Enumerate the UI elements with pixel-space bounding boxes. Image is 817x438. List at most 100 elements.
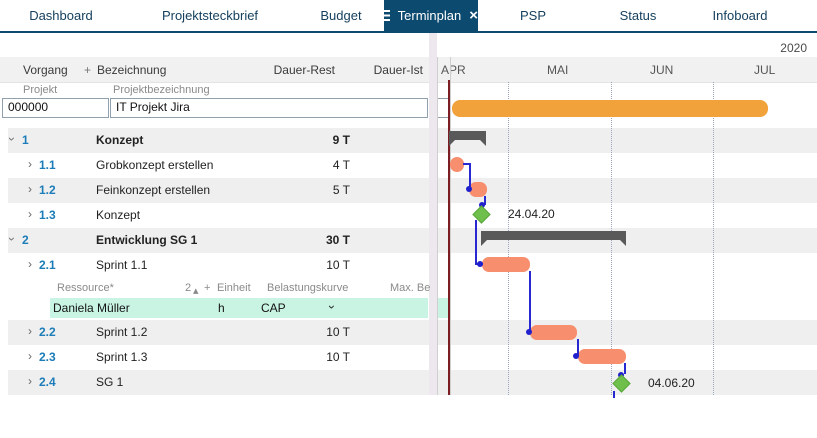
expand-chevron-icon[interactable]: ›: [28, 324, 32, 338]
task-bar-sprint-1-3[interactable]: [578, 349, 626, 364]
tab-dashboard[interactable]: Dashboard: [0, 0, 122, 31]
dauer-ist-header[interactable]: Dauer-Ist: [373, 63, 423, 77]
task-name: Sprint 1.3: [96, 350, 148, 364]
task-id: 1: [22, 133, 29, 147]
task-name: Konzept: [96, 208, 141, 222]
link-line: [529, 271, 531, 332]
summary-bar-konzept[interactable]: [449, 131, 486, 146]
link-line: [484, 196, 486, 205]
max-belastung-header[interactable]: Max. Be: [390, 282, 431, 294]
resource-sort-indicator[interactable]: 2: [185, 282, 192, 294]
projekt-number-input[interactable]: 000000: [2, 98, 109, 118]
expand-chevron-icon[interactable]: ›: [28, 257, 32, 271]
tab-projektsteckbrief[interactable]: Projektsteckbrief: [122, 0, 298, 31]
resource-add-button[interactable]: +: [204, 282, 211, 294]
resource-header-row: Ressource* 2 ▴ + Einheit Belastungskurve…: [8, 278, 817, 298]
task-name: SG 1: [96, 375, 124, 389]
expand-chevron-icon[interactable]: ›: [28, 374, 32, 388]
tab-psp[interactable]: PSP: [478, 0, 588, 31]
task-id: 1.3: [39, 208, 56, 222]
einheit-header[interactable]: Einheit: [217, 282, 251, 294]
task-row-2[interactable]: › 2 Entwicklung SG 1 30 T: [5, 228, 817, 253]
spacer-column: [437, 57, 451, 395]
task-duration-rest: 4 T: [332, 158, 350, 172]
task-bar-grobkonzept[interactable]: [450, 157, 464, 172]
link-dot: [466, 186, 472, 192]
task-row-1[interactable]: › 1 Konzept 9 T: [5, 128, 817, 153]
tab-status[interactable]: Status: [588, 0, 688, 31]
month-label-mai: MAI: [547, 63, 569, 77]
task-id: 2: [22, 233, 29, 247]
month-label-apr: APR: [441, 63, 466, 77]
column-header-band: [0, 57, 817, 83]
collapse-chevron-icon[interactable]: ›: [5, 137, 19, 141]
tab-label: PSP: [519, 8, 546, 23]
splitter-scrollbar[interactable]: [429, 33, 437, 395]
collapse-chevron-icon[interactable]: ›: [5, 237, 19, 241]
sort-asc-icon: ▴: [193, 285, 199, 297]
projekt-name-input[interactable]: IT Projekt Jira: [110, 98, 428, 118]
tab-label: Status: [619, 8, 657, 23]
month-label-jun: JUN: [650, 63, 674, 77]
task-row-1-2[interactable]: › 1.2 Feinkonzept erstellen 5 T: [8, 178, 817, 203]
tab-terminplan[interactable]: Terminplan ×: [384, 0, 478, 31]
task-name: Sprint 1.2: [96, 325, 148, 339]
load-curve-dropdown-icon[interactable]: ›: [325, 305, 339, 309]
belastungskurve-header[interactable]: Belastungskurve: [267, 282, 349, 294]
task-id: 2.2: [39, 325, 56, 339]
task-bar-sprint-1-1[interactable]: [482, 257, 530, 272]
resource-unit[interactable]: h: [218, 301, 225, 315]
ressource-header[interactable]: Ressource*: [57, 282, 114, 294]
vorgang-header[interactable]: Vorgang: [23, 63, 68, 77]
tab-budget[interactable]: Budget: [298, 0, 384, 31]
task-row-2-4[interactable]: › 2.4 SG 1: [8, 370, 817, 395]
task-bar-sprint-1-2[interactable]: [530, 325, 577, 340]
task-row-1-1[interactable]: › 1.1 Grobkonzept erstellen 4 T: [8, 153, 817, 178]
task-name: Konzept: [96, 133, 144, 147]
task-id: 2.1: [39, 258, 56, 272]
tab-infoboard[interactable]: Infoboard: [688, 0, 792, 31]
tab-label: Infoboard: [712, 8, 768, 23]
projekt-label: Projekt: [23, 84, 58, 96]
row-band: [8, 370, 817, 395]
link-line: [475, 220, 477, 264]
task-duration-rest: 10 T: [326, 325, 350, 339]
task-name: Sprint 1.1: [96, 258, 148, 272]
resource-name[interactable]: Daniela Müller: [53, 301, 130, 315]
bezeichnung-header[interactable]: Bezeichnung: [97, 63, 167, 77]
task-row-1-3[interactable]: › 1.3 Konzept: [8, 203, 817, 228]
task-id: 1.1: [39, 158, 56, 172]
task-row-2-2[interactable]: › 2.2 Sprint 1.2 10 T: [8, 320, 817, 345]
project-bar[interactable]: [452, 100, 768, 117]
close-icon[interactable]: ×: [469, 7, 478, 24]
resource-row[interactable]: Daniela Müller h CAP ›: [8, 298, 817, 318]
row-band: [8, 178, 817, 203]
link-dot: [573, 353, 579, 359]
task-name: Feinkonzept erstellen: [96, 183, 211, 197]
resource-load-curve[interactable]: CAP: [261, 301, 286, 315]
tab-accent-line: [0, 31, 817, 33]
task-duration-rest: 10 T: [326, 258, 350, 272]
expand-chevron-icon[interactable]: ›: [28, 182, 32, 196]
row-band: [8, 320, 817, 345]
expand-chevron-icon[interactable]: ›: [28, 157, 32, 171]
resource-row-highlight: [50, 298, 428, 318]
expand-chevron-icon[interactable]: ›: [28, 349, 32, 363]
dauer-rest-header[interactable]: Dauer-Rest: [273, 63, 335, 77]
task-row-2-1[interactable]: › 2.1 Sprint 1.1 10 T: [8, 253, 817, 278]
task-duration-rest: 5 T: [332, 183, 350, 197]
milestone-date-label: 04.06.20: [648, 376, 695, 390]
task-bar-feinkonzept[interactable]: [469, 182, 487, 197]
task-name: Grobkonzept erstellen: [96, 158, 214, 172]
expand-chevron-icon[interactable]: ›: [28, 207, 32, 221]
task-row-2-3[interactable]: › 2.3 Sprint 1.3 10 T: [8, 345, 817, 370]
tab-label: Dashboard: [29, 8, 93, 23]
summary-bar-entwicklung[interactable]: [481, 231, 626, 246]
link-line: [469, 163, 471, 189]
add-column-button[interactable]: +: [84, 63, 92, 77]
task-duration-rest: 9 T: [332, 133, 350, 147]
year-label: 2020: [780, 41, 807, 55]
menu-icon[interactable]: [384, 10, 390, 21]
tab-bar: Dashboard Projektsteckbrief Budget Termi…: [0, 0, 817, 31]
